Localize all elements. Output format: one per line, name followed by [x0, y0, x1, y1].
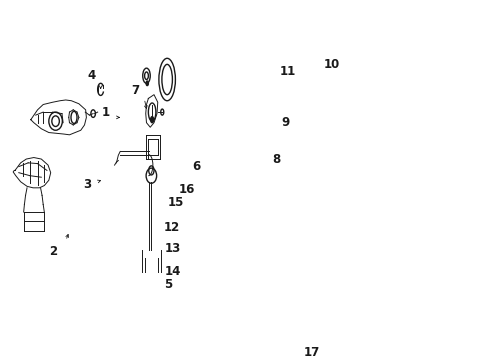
Text: 13: 13 — [165, 242, 181, 255]
Ellipse shape — [146, 81, 148, 86]
Text: 5: 5 — [164, 278, 172, 291]
Text: 17: 17 — [303, 346, 319, 359]
Text: 7: 7 — [131, 84, 139, 98]
Text: 4: 4 — [87, 69, 96, 82]
Text: 16: 16 — [178, 183, 194, 196]
Ellipse shape — [150, 117, 153, 123]
Text: 3: 3 — [83, 177, 91, 190]
Text: 6: 6 — [192, 160, 200, 173]
Text: 14: 14 — [165, 265, 181, 278]
Text: 1: 1 — [102, 105, 109, 118]
Text: 2: 2 — [49, 245, 57, 258]
Text: 10: 10 — [323, 58, 339, 71]
Text: 9: 9 — [281, 116, 288, 129]
Text: 11: 11 — [279, 66, 295, 78]
Text: 12: 12 — [163, 221, 180, 234]
Text: 15: 15 — [167, 197, 183, 210]
Text: 8: 8 — [271, 153, 280, 166]
